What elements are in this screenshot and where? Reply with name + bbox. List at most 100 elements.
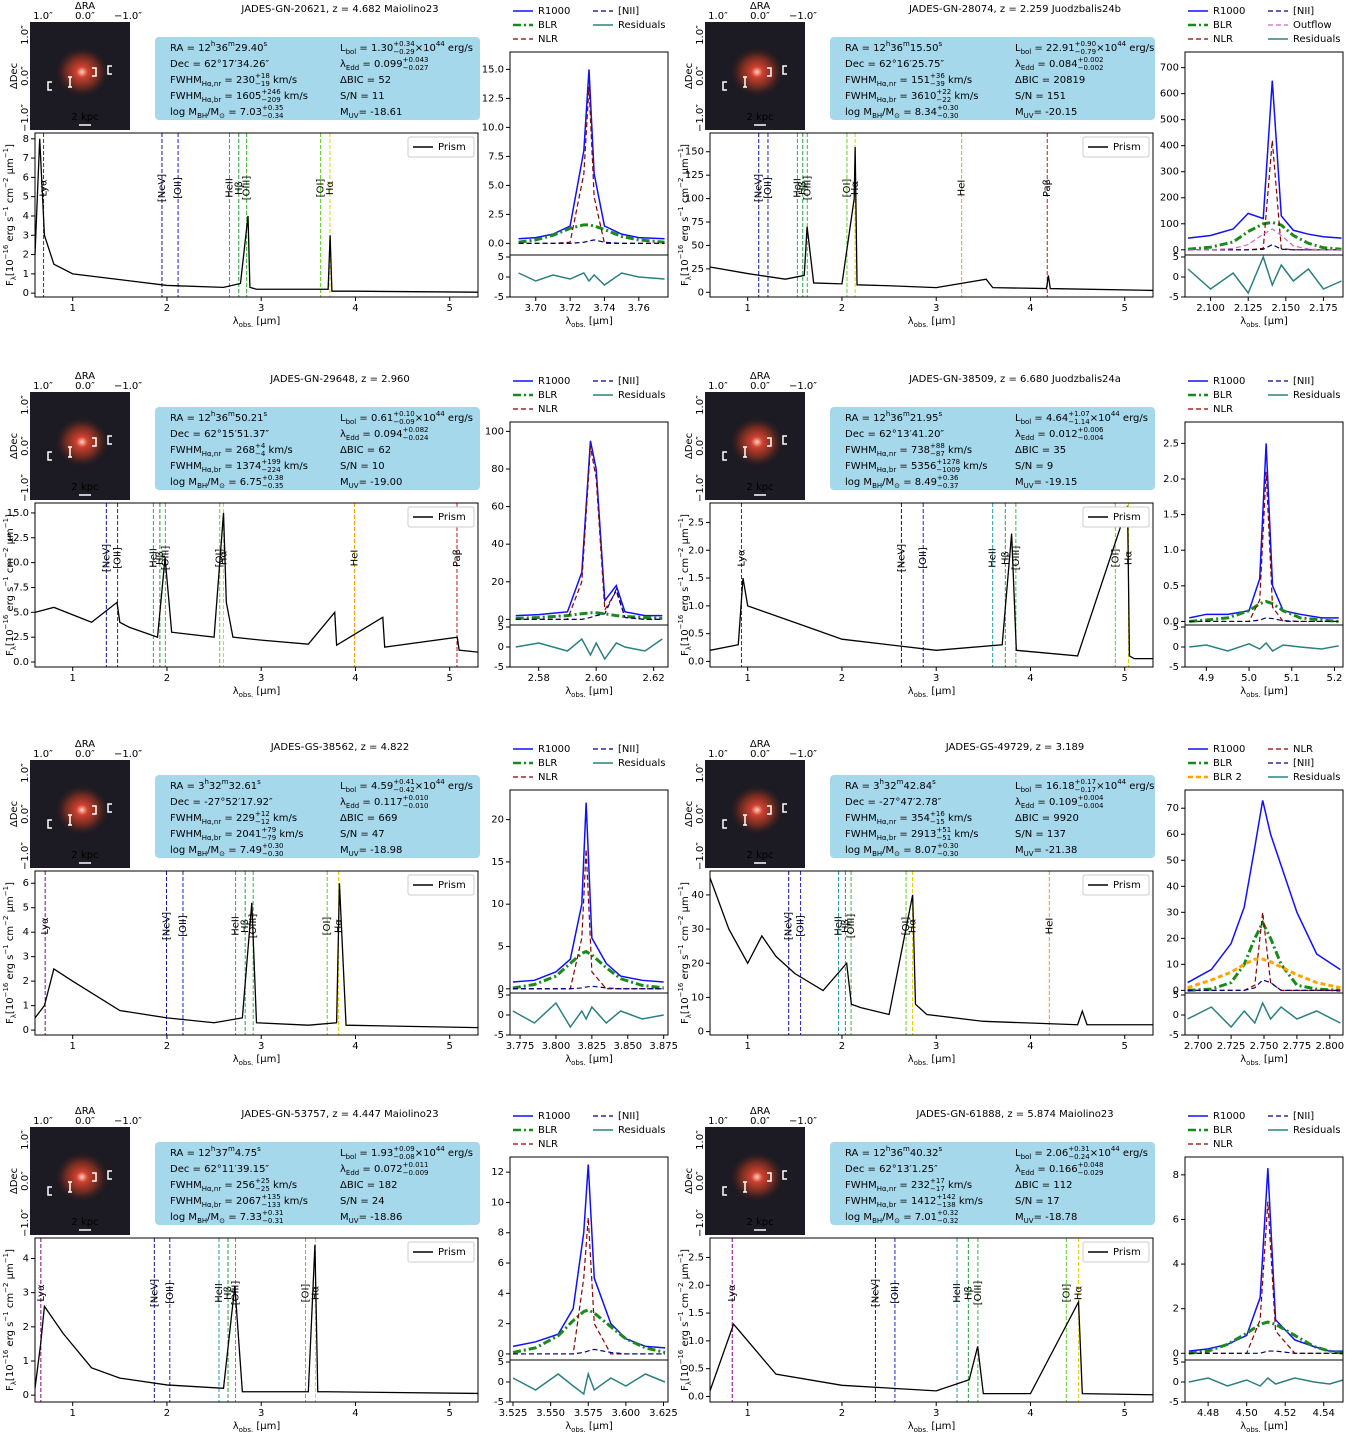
info-line: S/N = 24 xyxy=(340,1196,385,1207)
legend-label: Residuals xyxy=(618,1125,665,1136)
text-part: S/N = 47 xyxy=(340,829,385,840)
info-line: FWHMHα,br = 2067+135 −133 km/s xyxy=(170,1193,308,1209)
legend-label: BLR xyxy=(538,20,557,31)
zoom-series xyxy=(1189,599,1339,623)
text-part: s xyxy=(257,778,261,786)
x-tick-label: 3 xyxy=(933,673,939,684)
legend-box xyxy=(1185,1109,1343,1153)
text-part: −1.14 xyxy=(1068,418,1090,426)
legend-label: BLR xyxy=(538,1125,557,1136)
y-axis-label: Fλ[10−16 erg s−1 cm−2 μm−1] xyxy=(677,514,693,656)
thumb-y-tick: 0.0″ xyxy=(695,1171,706,1191)
text-part: Hα,nr xyxy=(202,818,222,826)
text-part: ×10 xyxy=(1090,413,1111,424)
legend-label: Prism xyxy=(438,512,466,523)
text-part: −0.009 xyxy=(403,1169,429,1177)
x-axis-label: λobs. [μm] xyxy=(1240,686,1288,699)
y-tick-label: 5 xyxy=(1173,1357,1179,1368)
text-part: cm xyxy=(680,558,691,576)
text-part: +0.10 xyxy=(393,410,414,418)
text-part: λ xyxy=(340,429,346,440)
x-tick-label: 4 xyxy=(352,1041,358,1052)
zoom-series xyxy=(1187,919,1341,992)
text-part: UV xyxy=(349,482,359,490)
text-part: 36 xyxy=(890,413,903,424)
text-part: −17 xyxy=(930,1185,945,1193)
zoom-series xyxy=(513,1348,665,1355)
text-part: −0.027 xyxy=(403,64,429,72)
y-tick-label: 7.5 xyxy=(488,151,504,162)
y-tick-label: -5 xyxy=(494,662,504,673)
text-part: +0.32 xyxy=(937,1209,958,1217)
info-line: RA = 12h37m4.75s xyxy=(170,1145,261,1159)
thumb-y-tick: 0.0″ xyxy=(20,436,31,456)
info-line: Dec = 62°11′39.15″ xyxy=(170,1164,269,1175)
y-tick-label: 8 xyxy=(1173,1170,1179,1181)
text-part: = 2.06 xyxy=(1031,1148,1068,1159)
text-part: 32 xyxy=(884,781,897,792)
text-part: M xyxy=(340,477,349,488)
x-axis-label: λobs. [μm] xyxy=(1240,1054,1288,1067)
text-part: [μm] xyxy=(1261,316,1288,327)
info-line: FWHMHα,br = 3610+22 −22 km/s xyxy=(845,88,979,104)
text-part: μm xyxy=(680,158,691,177)
text-part: UV xyxy=(1024,482,1034,490)
scale-label: 2 kpc xyxy=(746,482,773,493)
y-tick-label: 0.5 xyxy=(1163,581,1179,592)
text-part: [μm] xyxy=(253,1421,280,1432)
text-part: [μm] xyxy=(253,316,280,327)
text-part: +0.09 xyxy=(393,1145,414,1153)
text-part: cm xyxy=(5,558,16,576)
text-part: −0.32 xyxy=(937,1217,958,1225)
y-tick-label: 4 xyxy=(23,211,29,222)
text-part: Hα,br xyxy=(202,1201,222,1209)
text-part: log M xyxy=(170,845,197,856)
panel: JADES-GS-38562, z = 4.822 ΔRA 1.0″ 0.0″ −1.0… xyxy=(2,739,678,1067)
text-part: = -18.61 xyxy=(359,107,403,118)
text-part: 44 xyxy=(436,410,445,418)
y-tick-label: 300 xyxy=(1160,167,1179,178)
y-tick-label: 2.5 xyxy=(488,209,504,220)
text-part: obs. xyxy=(914,1426,929,1433)
text-part: FWHM xyxy=(170,75,202,86)
info-line: ΔBIC = 35 xyxy=(1015,445,1066,456)
y-tick-label: 500 xyxy=(1160,115,1179,126)
text-part: = -21.38 xyxy=(1034,845,1078,856)
text-part: FWHM xyxy=(170,829,202,840)
text-part: −39 xyxy=(930,80,945,88)
text-part: +246 xyxy=(261,88,281,96)
text-part: Dec = 62°13′41.20″ xyxy=(845,429,944,440)
text-part: λ xyxy=(10,276,18,280)
x-tick-label: 3 xyxy=(258,673,264,684)
text-part: RA = 12 xyxy=(170,413,211,424)
emission-line-label: Hβ xyxy=(155,551,166,565)
thumb-ra-label: ΔRA xyxy=(75,1,95,12)
text-part: = 1605 xyxy=(221,91,261,102)
thumb-x-tick: 0.0″ xyxy=(75,1116,95,1127)
thumb-x-tick: 0.0″ xyxy=(75,381,95,392)
x-tick-label: 2.700 xyxy=(1184,1041,1213,1052)
thumb-y-tick: 1.0″ xyxy=(20,763,31,783)
text-part: −1 xyxy=(677,206,685,216)
residual-frame xyxy=(1184,992,1344,1036)
thumb-y-tick: 0.0″ xyxy=(20,66,31,86)
text-part: Hα,br xyxy=(202,96,222,104)
y-tick-label: 0 xyxy=(498,272,504,283)
text-part: km/s xyxy=(945,445,972,456)
text-part: ⊙ xyxy=(894,482,900,490)
text-part: [10 xyxy=(680,259,691,276)
text-part: λ xyxy=(1240,1421,1246,1432)
text-part: −0.30 xyxy=(262,850,283,858)
text-part: m xyxy=(903,40,910,48)
text-part: cm xyxy=(680,926,691,944)
thumb-y-tick: 0.0″ xyxy=(20,1171,31,1191)
text-part: Edd xyxy=(346,434,359,442)
x-tick-label: 2 xyxy=(164,673,170,684)
info-line: log MBH/M⊙ = 8.49+0.36 −0.37 xyxy=(845,474,959,490)
scale-label: 2 kpc xyxy=(71,112,98,123)
info-line: λEdd = 0.099+0.043 −0.027 xyxy=(340,56,429,72)
zoom-series xyxy=(515,587,663,620)
text-part: −1 xyxy=(2,886,10,896)
legend-label: NLR xyxy=(1213,1139,1233,1150)
text-part: Hα,nr xyxy=(877,1185,897,1193)
